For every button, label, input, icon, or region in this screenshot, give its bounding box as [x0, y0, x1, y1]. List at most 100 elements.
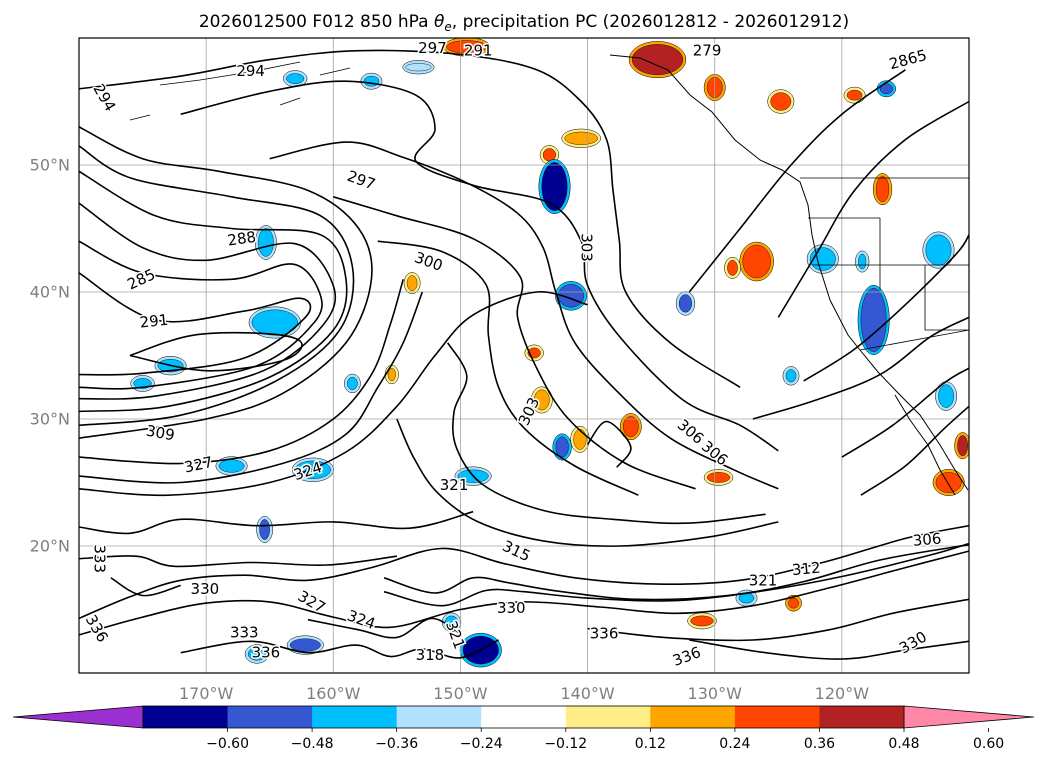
precip-patch-core-1 [631, 44, 684, 76]
contour-label-1: 297 [418, 39, 447, 57]
map-frame [78, 37, 970, 674]
theta-e-contour-3 [79, 202, 337, 400]
alaska-islands [129, 61, 351, 121]
chart-title: 2026012500 F012 850 hPa θe, precipitatio… [199, 12, 849, 34]
precip-patch-core-17 [925, 234, 952, 266]
lon-tick-label-3: 140°W [560, 684, 615, 703]
theta-e-contour-6 [129, 331, 303, 372]
precip-patch-31 [552, 433, 572, 461]
precip-patch-14 [344, 373, 361, 394]
theta-e-contour-24 [180, 639, 499, 659]
precip-patch-19 [782, 366, 800, 386]
theta-e-contour-30 [777, 100, 969, 318]
precip-patch-7 [538, 159, 571, 214]
colorbar-tick-label-7: 0.36 [804, 736, 835, 752]
theta-e-contour-1 [79, 145, 355, 427]
colorbar-segment-8 [819, 706, 905, 728]
precip-patch-core-30 [387, 367, 396, 382]
colorbar-segment-4 [481, 706, 567, 728]
longitude-tick-labels: 170°W 160°W 150°W 140°W 130°W 120°W [179, 684, 869, 703]
precip-patch-core-24 [573, 428, 587, 450]
title-theta: θ [434, 12, 445, 32]
precip-patch-21 [724, 257, 741, 279]
colorbar-outline [142, 705, 905, 729]
theta-e-contour-13 [333, 196, 696, 490]
precip-patch-core-22 [533, 389, 550, 411]
theta-e-contour-2 [79, 170, 348, 413]
theta-e-contour-11 [180, 80, 779, 452]
colorbar-tick-label-4: −0.12 [544, 736, 587, 752]
precip-patch-28 [954, 432, 969, 460]
precip-patch-core-18 [938, 384, 954, 408]
precip-patch-10 [255, 225, 277, 260]
theta-e-contour-33 [841, 367, 969, 458]
precip-patch-core-9 [678, 294, 693, 313]
theta-e-contour-0 [79, 126, 373, 439]
precip-patch-core-47 [846, 89, 863, 101]
precip-patch-33 [215, 456, 248, 476]
theta-e-contour-12 [269, 141, 779, 490]
contour-label-21: 312 [791, 559, 821, 579]
theta-e-contour-7 [79, 279, 404, 465]
theta-e-contour-31 [803, 234, 969, 382]
precip-patch-core-45 [405, 63, 432, 72]
precip-patch-core-20 [742, 244, 771, 279]
precip-patch-39 [244, 644, 270, 664]
contour-label-11: 291 [139, 311, 169, 332]
theta-e-contour-9 [79, 291, 588, 497]
colorbar-segment-7 [734, 706, 820, 728]
contour-label-23: 330 [191, 580, 220, 598]
theta-e-contour-19 [79, 550, 969, 636]
theta-e-contour-5 [79, 272, 312, 376]
precip-patch-core-29 [406, 275, 418, 291]
precip-patch-core-27 [935, 472, 962, 493]
precip-patch-core-19 [785, 369, 797, 383]
contour-label-22: 321 [749, 571, 778, 589]
precip-patch-1 [628, 41, 687, 79]
precip-patch-26 [703, 469, 734, 486]
colorbar-segment-5 [565, 706, 651, 728]
contour-label-7: 288 [226, 228, 257, 250]
theta-e-contour-29 [688, 69, 906, 293]
colorbar-tick-label-6: 0.24 [719, 736, 750, 752]
precip-patch-0 [443, 38, 491, 57]
precip-patch-core-7 [541, 162, 568, 211]
lat-tick-label-2: 40°N [30, 283, 70, 302]
precip-patch-44 [282, 70, 308, 87]
precip-patch-core-26 [706, 472, 731, 483]
state-border-1 [800, 177, 969, 351]
precip-patch-18 [935, 381, 957, 411]
theta-e-contour-34 [860, 405, 969, 496]
lat-tick-label-1: 30°N [30, 410, 70, 429]
theta-e-contour-21 [383, 542, 969, 607]
contour-label-9: 303 [577, 233, 595, 262]
precip-patch-38 [286, 635, 324, 655]
precip-patch-core-14 [347, 376, 358, 390]
precip-patch-9 [675, 291, 696, 316]
precip-patch-22 [530, 386, 553, 414]
contour-label-31: 336 [252, 644, 281, 662]
theta-e-contour-15 [447, 342, 766, 525]
lon-tick-label-5: 120°W [815, 684, 870, 703]
map-background [79, 38, 969, 673]
theta-e-contour-26 [79, 510, 474, 535]
precip-patch-3 [767, 89, 795, 114]
colorbar-tick-label-5: 0.12 [635, 736, 666, 752]
colorbar: −0.60 −0.48 −0.36 −0.24 −0.12 0.12 0.24 0.36 0.4… [12, 705, 1035, 752]
contour-label-24: 333 [90, 544, 108, 573]
theta-e-contour-23 [689, 639, 969, 660]
precip-patch-17 [922, 231, 955, 269]
precip-patch-15 [857, 284, 890, 355]
colorbar-segment-2 [312, 706, 398, 728]
contour-label-20: 306 [912, 529, 942, 549]
title-prefix: 2026012500 F012 850 hPa [199, 12, 434, 32]
precip-patch-35 [256, 516, 273, 543]
precip-patch-45 [402, 60, 435, 75]
theta-e-contour-10 [79, 49, 741, 388]
theta-e-contour-27 [79, 555, 397, 568]
lon-tick-label-4: 130°W [688, 684, 743, 703]
precip-patch-16 [806, 244, 839, 274]
precip-patch-core-21 [727, 260, 738, 276]
colorbar-over-extension [903, 705, 1035, 729]
